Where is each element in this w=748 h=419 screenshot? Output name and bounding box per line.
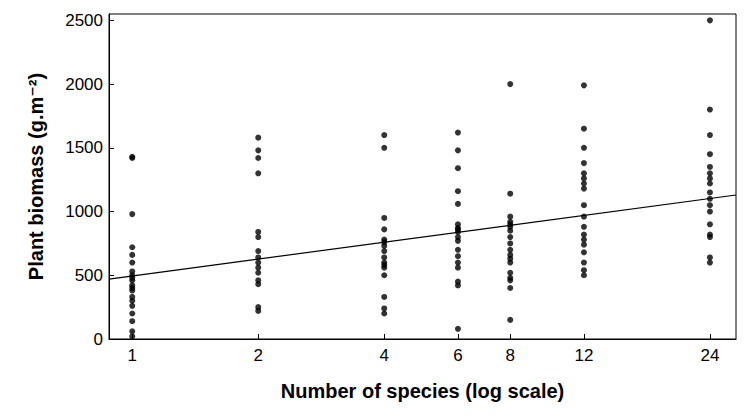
svg-text:Number of species (log scale): Number of species (log scale)	[281, 380, 564, 402]
svg-text:2000: 2000	[65, 75, 103, 94]
svg-text:500: 500	[75, 266, 103, 285]
svg-text:4: 4	[380, 346, 389, 365]
svg-text:1500: 1500	[65, 138, 103, 157]
svg-text:0: 0	[94, 330, 103, 349]
svg-text:8: 8	[505, 346, 514, 365]
svg-text:Plant biomass (g.m⁻²): Plant biomass (g.m⁻²)	[25, 73, 47, 280]
svg-text:24: 24	[700, 346, 719, 365]
svg-text:1000: 1000	[65, 202, 103, 221]
svg-text:12: 12	[574, 346, 593, 365]
svg-text:2500: 2500	[65, 11, 103, 30]
svg-text:6: 6	[453, 346, 462, 365]
svg-text:1: 1	[128, 346, 137, 365]
svg-text:2: 2	[254, 346, 263, 365]
